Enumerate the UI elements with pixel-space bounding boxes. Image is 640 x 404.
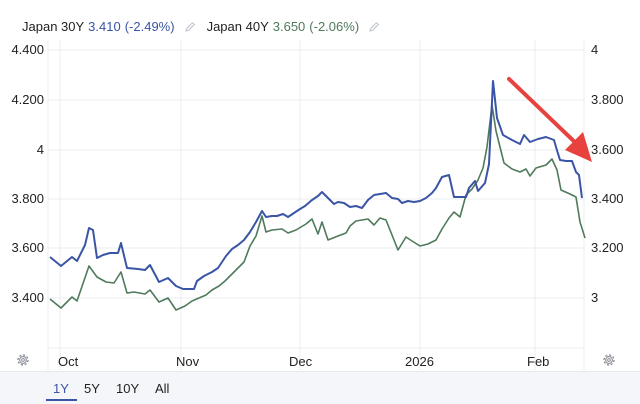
- left-y-tick: 4.400: [11, 42, 44, 57]
- series-line-japan-40y: [49, 104, 586, 311]
- right-y-tick: 3.200: [591, 240, 624, 255]
- legend-series-name: Japan 40Y: [206, 19, 269, 34]
- right-y-tick: 3: [591, 290, 599, 305]
- pencil-icon[interactable]: [367, 20, 381, 34]
- range-button-5y[interactable]: 5Y: [84, 381, 100, 396]
- gear-icon[interactable]: [601, 352, 617, 368]
- x-tick: Feb: [527, 354, 550, 369]
- range-button-1y[interactable]: 1Y: [53, 381, 69, 396]
- gear-icon[interactable]: [15, 352, 31, 368]
- legend-series-value: 3.410: [88, 19, 121, 34]
- x-tick: Nov: [176, 354, 200, 369]
- legend-series-name: Japan 30Y: [22, 19, 85, 34]
- legend-series-value: 3.650: [272, 19, 306, 34]
- left-y-tick: 3.400: [11, 290, 44, 305]
- pencil-icon[interactable]: [183, 20, 197, 34]
- series-line-japan-30y: [49, 80, 583, 290]
- active-range-indicator: [46, 399, 77, 401]
- range-button-10y[interactable]: 10Y: [116, 381, 140, 396]
- x-tick: Oct: [58, 354, 79, 369]
- right-y-tick: 4: [591, 42, 599, 57]
- legend-series-change: (-2.06%): [309, 19, 360, 34]
- gridlines: [47, 40, 585, 370]
- legend-item-japan-30y[interactable]: Japan 30Y 3.410 (-2.49%): [22, 19, 207, 34]
- left-y-tick: 3.600: [11, 240, 44, 255]
- red-arrow-annotation: [507, 77, 592, 162]
- legend-series-change: (-2.49%): [124, 19, 175, 34]
- legend-item-japan-40y[interactable]: Japan 40Y 3.650 (-2.06%): [207, 19, 392, 34]
- right-y-tick: 3.400: [591, 191, 624, 206]
- range-selector-bar: [0, 371, 640, 404]
- chart-legend: Japan 30Y 3.410 (-2.49%) Japan 40Y 3.650…: [22, 19, 391, 34]
- left-y-tick: 4.200: [11, 92, 44, 107]
- x-tick: 2026: [405, 354, 434, 369]
- range-button-all[interactable]: All: [155, 381, 170, 396]
- right-y-tick: 3.600: [591, 142, 624, 157]
- left-y-tick: 4: [36, 142, 44, 157]
- left-y-tick: 3.800: [11, 191, 44, 206]
- right-y-tick: 3.800: [591, 92, 624, 107]
- x-tick: Dec: [289, 354, 313, 369]
